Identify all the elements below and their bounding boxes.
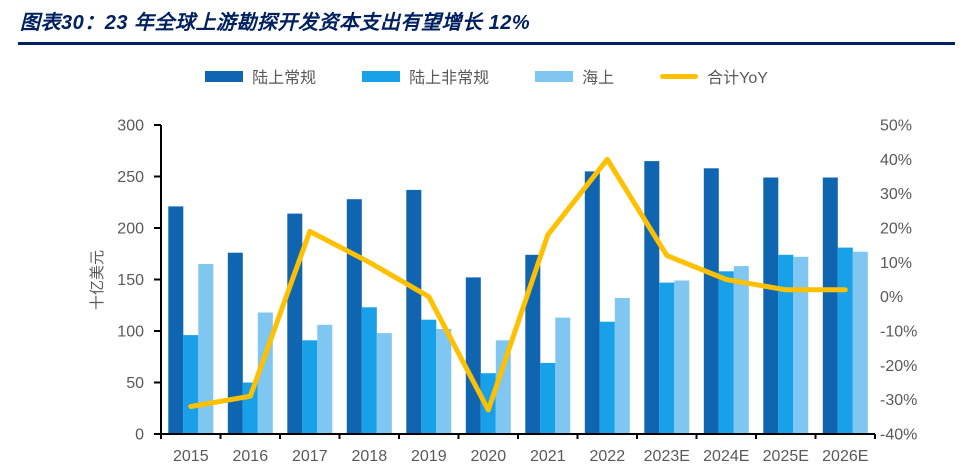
secondary-axis-tick-label: -30% [880, 392, 917, 409]
legend-bar-swatch [362, 70, 401, 82]
bar-series2-2015 [198, 264, 214, 434]
x-axis-tick-label: 2022 [590, 448, 626, 465]
x-axis-tick-label: 2018 [352, 448, 388, 465]
bar-series0-2024E [703, 168, 719, 435]
x-axis-tick-label: 2019 [411, 448, 447, 465]
bar-series0-2025E [763, 177, 779, 434]
legend-label: 陆上非常规 [409, 70, 490, 87]
x-axis-tick-label: 2021 [530, 448, 566, 465]
legend-bar-swatch [205, 70, 244, 82]
bar-series1-2021 [540, 362, 556, 434]
y-axis-tick-label: 100 [117, 324, 144, 341]
secondary-axis-tick-label: 30% [880, 186, 912, 203]
legend-label: 海上 [582, 70, 615, 87]
x-axis-tick-label: 2025E [763, 448, 809, 465]
bar-series0-2017 [287, 213, 303, 434]
legend-line-swatch [660, 73, 699, 79]
bar-series1-2019 [421, 319, 437, 434]
yoy-line [188, 156, 848, 413]
secondary-axis-tick-label: 0% [880, 289, 903, 306]
bar-series2-2024E [733, 266, 749, 434]
y-axis-tick-label: 300 [117, 118, 144, 135]
bar-series2-2025E [793, 256, 809, 434]
bar-series1-2018 [361, 307, 377, 434]
bar-series1-2022 [599, 321, 615, 434]
legend-item-2: 海上 [535, 64, 614, 88]
y-axis-tick-label: 0 [135, 427, 144, 444]
bar-series0-2021 [525, 254, 541, 434]
bar-series2-2017 [317, 324, 333, 434]
y-axis-tick-label: 50 [126, 375, 144, 392]
bar-series1-2015 [183, 335, 199, 434]
bar-series0-2020 [465, 277, 481, 434]
bar-series1-2023E [659, 282, 675, 434]
bar-series2-2018 [376, 333, 392, 434]
y-axis-title: 十亿美元 [89, 250, 106, 310]
legend-item-1: 陆上非常规 [362, 64, 489, 88]
secondary-axis-tick-label: -20% [880, 358, 917, 375]
legend-label: 陆上常规 [252, 70, 317, 87]
x-axis-tick-label: 2016 [233, 448, 269, 465]
x-axis-tick-label: 2024E [703, 448, 749, 465]
secondary-axis-tick-label: -40% [880, 427, 917, 444]
bar-series0-2016 [227, 252, 243, 434]
bar-series0-2018 [346, 199, 362, 434]
legend-item-0: 陆上常规 [205, 64, 316, 88]
y-axis-tick-label: 150 [117, 272, 144, 289]
bar-series2-2021 [555, 317, 571, 434]
title-underline [18, 42, 955, 45]
secondary-axis-tick-label: 50% [880, 118, 912, 135]
bar-series2-2019 [436, 328, 452, 434]
x-axis-tick-label: 2015 [173, 448, 209, 465]
bar-series0-2023E [644, 161, 660, 434]
secondary-axis-tick-label: 40% [880, 152, 912, 169]
legend-item-3: 合计YoY [660, 64, 768, 88]
bar-series1-2025E [778, 254, 794, 434]
y-axis-tick-label: 250 [117, 169, 144, 186]
y-axis-tick-label: 200 [117, 221, 144, 238]
x-axis-tick-label: 2017 [292, 448, 328, 465]
secondary-axis-tick-label: -10% [880, 324, 917, 341]
x-axis-tick-label: 2023E [644, 448, 690, 465]
bar-series2-2026E [852, 251, 868, 434]
bar-series0-2015 [168, 206, 184, 434]
legend-label: 合计YoY [707, 70, 768, 87]
x-axis-tick-label: 2020 [471, 448, 507, 465]
bar-series0-2026E [822, 177, 838, 434]
bar-series0-2019 [406, 189, 422, 434]
secondary-axis-tick-label: 20% [880, 221, 912, 238]
secondary-axis-tick-label: 10% [880, 255, 912, 272]
chart-title: 图表30：23 年全球上游勘探开发资本支出有望增长 12% [20, 12, 531, 34]
bar-series1-2024E [718, 271, 734, 434]
bar-series1-2026E [837, 247, 853, 434]
chart-legend: 陆上常规 陆上非常规 海上 合计YoY [0, 64, 973, 88]
x-axis-tick-label: 2026E [822, 448, 868, 465]
legend-bar-swatch [535, 70, 574, 82]
bar-series0-2022 [584, 171, 600, 434]
bar-series1-2017 [302, 340, 318, 434]
bar-series2-2023E [674, 280, 690, 434]
bar-series2-2022 [614, 298, 630, 434]
bar-series2-2020 [495, 340, 511, 434]
